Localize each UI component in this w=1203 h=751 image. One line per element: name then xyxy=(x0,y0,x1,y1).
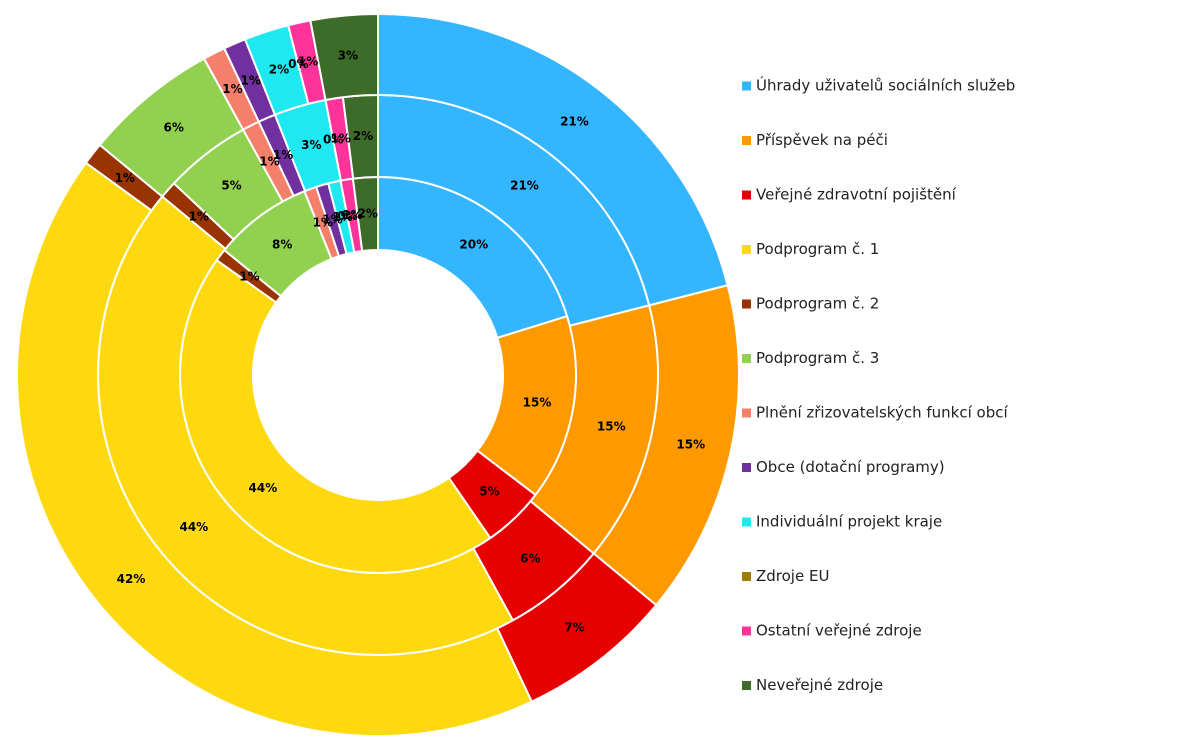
data-label: 1% xyxy=(259,155,279,169)
data-label: 5% xyxy=(221,179,241,193)
data-label: 3% xyxy=(338,48,358,62)
data-label: 21% xyxy=(510,179,539,193)
data-label: 0% xyxy=(323,133,343,147)
legend-swatch xyxy=(742,681,751,690)
data-label: 0% xyxy=(288,57,308,71)
legend-swatch xyxy=(742,190,751,200)
data-label: 15% xyxy=(676,437,705,451)
legend-swatch xyxy=(742,245,751,254)
data-label: 20% xyxy=(459,237,488,251)
data-label: 1% xyxy=(239,270,259,284)
data-label: 3% xyxy=(301,138,321,152)
data-label: 6% xyxy=(520,552,540,566)
data-label: 1% xyxy=(342,208,362,222)
data-label: 2% xyxy=(269,63,289,77)
legend-label: Obce (dotační programy) xyxy=(756,458,945,476)
legend-swatch xyxy=(742,517,751,527)
data-label: 1% xyxy=(330,131,350,145)
legend-label: Podprogram č. 1 xyxy=(756,240,879,258)
legend-swatch xyxy=(742,572,751,581)
legend-label: Individuální projekt kraje xyxy=(756,513,942,531)
donut-segment xyxy=(16,161,534,737)
data-label: 1% xyxy=(332,210,352,224)
legend-swatch xyxy=(742,136,751,145)
legend-label: Příspěvek na péči xyxy=(756,131,888,149)
data-label: 8% xyxy=(272,237,292,251)
data-label: 2% xyxy=(353,129,373,143)
legend-label: Plnění zřizovatelských funkcí obcí xyxy=(756,404,1008,422)
data-label: 1% xyxy=(273,148,293,162)
data-label: 1% xyxy=(115,171,135,185)
data-label: 15% xyxy=(523,396,552,410)
legend-label: Veřejné zdravotní pojištění xyxy=(756,186,957,204)
legend-swatch xyxy=(742,81,751,91)
data-label: 1% xyxy=(241,73,261,87)
data-label: 0% xyxy=(337,209,357,223)
data-label: 2% xyxy=(358,206,378,220)
data-label: 7% xyxy=(564,621,584,635)
legend-label: Zdroje EU xyxy=(756,567,829,585)
legend-label: Podprogram č. 2 xyxy=(756,295,879,313)
legend-label: Úhrady uživatelů sociálních služeb xyxy=(756,76,1015,95)
legend-label: Neveřejné zdroje xyxy=(756,676,883,694)
donut-segment xyxy=(309,12,379,102)
data-label: 44% xyxy=(249,481,278,495)
data-label: 42% xyxy=(117,572,146,586)
legend-swatch xyxy=(742,626,751,636)
data-label: 1% xyxy=(298,55,318,69)
data-label: 5% xyxy=(479,484,499,498)
data-label: 1% xyxy=(322,213,342,227)
data-label: 6% xyxy=(164,121,184,135)
legend-swatch xyxy=(742,463,751,472)
data-label: 1% xyxy=(189,209,209,223)
legend-swatch xyxy=(742,408,751,418)
data-label: 21% xyxy=(560,114,589,128)
legend-swatch xyxy=(742,354,751,363)
data-label: 1% xyxy=(313,216,333,230)
data-label: 15% xyxy=(597,420,626,434)
legend-label: Ostatní veřejné zdroje xyxy=(756,622,922,640)
legend-swatch xyxy=(742,299,751,309)
data-label: 1% xyxy=(222,82,242,96)
legend-label: Podprogram č. 3 xyxy=(756,349,879,367)
data-label: 44% xyxy=(179,520,208,534)
